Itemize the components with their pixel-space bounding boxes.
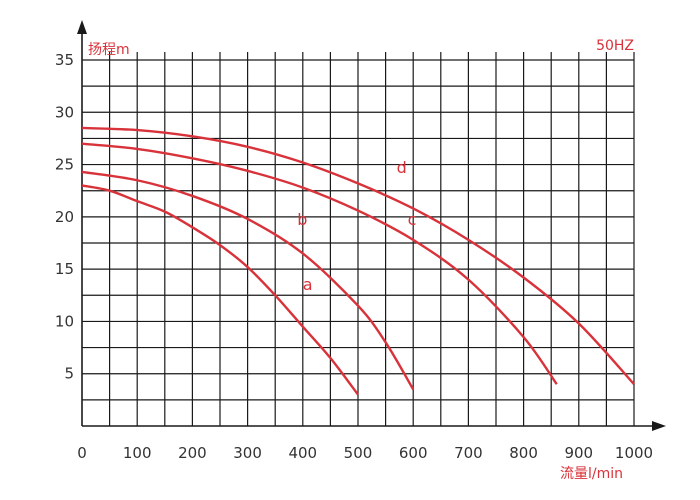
curve-a xyxy=(81,184,359,396)
x-tick-label: 400 xyxy=(288,444,317,462)
x-tick-label: 700 xyxy=(454,444,483,462)
axes xyxy=(77,20,666,431)
x-tick-label: 900 xyxy=(564,444,593,462)
x-tick-label: 200 xyxy=(178,444,207,462)
y-tick-label: 20 xyxy=(55,208,74,226)
y-tick-label: 15 xyxy=(55,260,74,278)
y-axis-title: 扬程m xyxy=(88,42,130,58)
curve-b xyxy=(81,170,415,391)
grid xyxy=(82,52,635,426)
x-tick-label: 1000 xyxy=(615,444,653,462)
curves xyxy=(81,126,635,396)
curve-d xyxy=(81,126,635,385)
y-axis-arrow xyxy=(77,20,87,34)
y-tick-label: 25 xyxy=(55,156,74,174)
x-axis-arrow xyxy=(652,421,666,431)
x-tick-label: 300 xyxy=(233,444,262,462)
x-tick-label: 800 xyxy=(509,444,538,462)
x-tick-label: 600 xyxy=(399,444,428,462)
curve-label-b: b xyxy=(297,210,307,229)
frequency-label: 50HZ xyxy=(596,38,634,54)
curve-labels: a b c d xyxy=(297,158,416,294)
x-axis-title: 流量l/min xyxy=(560,466,623,482)
curve-c xyxy=(81,142,558,385)
y-tick-label: 5 xyxy=(64,365,74,383)
x-tick-label: 100 xyxy=(123,444,152,462)
x-tick-label: 500 xyxy=(344,444,373,462)
y-tick-label: 30 xyxy=(55,103,74,121)
curve-label-d: d xyxy=(397,158,407,177)
y-tick-label: 10 xyxy=(55,312,74,330)
x-tick-label: 0 xyxy=(77,444,87,462)
y-tick-label: 35 xyxy=(55,51,74,69)
curve-label-a: a xyxy=(303,275,313,294)
tick-labels: 0 100 200 300 400 500 600 700 800 900 1000 5 10 15 20 2… xyxy=(55,51,653,462)
curve-label-c: c xyxy=(408,210,417,229)
